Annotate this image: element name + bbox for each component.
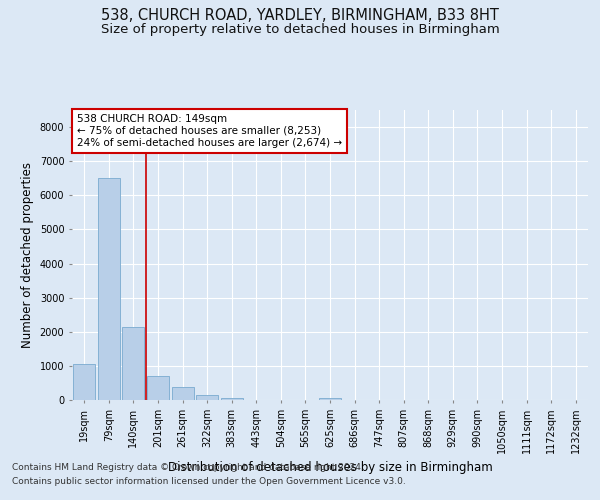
Text: Contains HM Land Registry data © Crown copyright and database right 2024.: Contains HM Land Registry data © Crown c…	[12, 464, 364, 472]
Bar	[98, 178, 120, 400]
Y-axis label: Number of detached properties: Number of detached properties	[21, 162, 34, 348]
Text: 538, CHURCH ROAD, YARDLEY, BIRMINGHAM, B33 8HT: 538, CHURCH ROAD, YARDLEY, BIRMINGHAM, B…	[101, 8, 499, 22]
Bar	[319, 398, 341, 400]
Bar	[122, 326, 145, 400]
X-axis label: Distribution of detached houses by size in Birmingham: Distribution of detached houses by size …	[167, 462, 493, 474]
Bar	[147, 376, 169, 400]
Bar	[172, 387, 194, 400]
Bar	[221, 398, 243, 400]
Text: Size of property relative to detached houses in Birmingham: Size of property relative to detached ho…	[101, 22, 499, 36]
Text: Contains public sector information licensed under the Open Government Licence v3: Contains public sector information licen…	[12, 477, 406, 486]
Text: 538 CHURCH ROAD: 149sqm
← 75% of detached houses are smaller (8,253)
24% of semi: 538 CHURCH ROAD: 149sqm ← 75% of detache…	[77, 114, 342, 148]
Bar	[73, 364, 95, 400]
Bar	[196, 394, 218, 400]
